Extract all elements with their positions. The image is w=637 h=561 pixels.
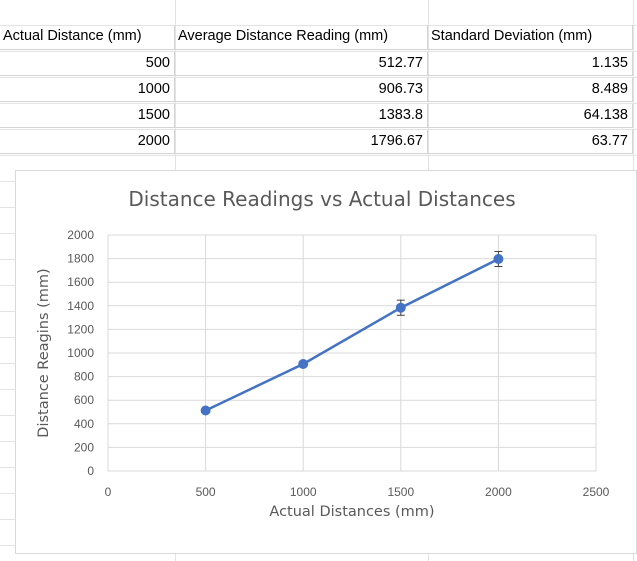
cell-std-500[interactable]: 1.135 (428, 52, 633, 76)
x-tick-label: 1000 (290, 485, 317, 499)
x-tick-label: 1500 (387, 485, 414, 499)
header-average-reading[interactable]: Average Distance Reading (mm) (175, 25, 428, 50)
cell-avg-1500[interactable]: 1383.8 (175, 104, 428, 128)
x-tick-label: 0 (105, 485, 112, 499)
y-tick-label: 600 (74, 393, 94, 407)
chart-area[interactable]: Distance Readings vs Actual Distances 0 2… (15, 170, 637, 554)
y-tick-label: 1000 (67, 346, 94, 360)
x-tick-label: 500 (196, 485, 216, 499)
cell-avg-2000[interactable]: 1796.67 (175, 130, 428, 154)
y-tick-label: 1800 (67, 252, 94, 266)
data-point[interactable] (298, 359, 309, 370)
cell-std-1500[interactable]: 64.138 (428, 104, 633, 128)
y-tick-label: 400 (74, 417, 94, 431)
y-tick-label: 2000 (67, 228, 94, 242)
y-axis-label: Distance Reagins (mm) (36, 268, 52, 438)
plot-area: 0 200 400 600 800 1000 1200 1400 1600 1800 2000 0 50… (67, 228, 610, 499)
x-axis-label: Actual Distances (mm) (269, 504, 435, 520)
cell-avg-500[interactable]: 512.77 (175, 52, 428, 76)
y-tick-label: 200 (74, 440, 94, 454)
y-tick-label: 1400 (67, 299, 94, 313)
chart-title: Distance Readings vs Actual Distances (128, 187, 516, 211)
cell-actual-500[interactable]: 500 (0, 52, 175, 76)
data-point[interactable] (395, 302, 406, 313)
y-tick-label: 0 (87, 464, 94, 478)
header-std-deviation[interactable]: Standard Deviation (mm) (428, 25, 633, 50)
cell-actual-1500[interactable]: 1500 (0, 104, 175, 128)
cell-std-2000[interactable]: 63.77 (428, 130, 633, 154)
cell-actual-2000[interactable]: 2000 (0, 130, 175, 154)
cell-actual-1000[interactable]: 1000 (0, 78, 175, 102)
y-tick-label: 1200 (67, 322, 94, 336)
cell-avg-1000[interactable]: 906.73 (175, 78, 428, 102)
data-point[interactable] (493, 253, 504, 264)
cell-std-1000[interactable]: 8.489 (428, 78, 633, 102)
x-tick-label: 2000 (485, 485, 512, 499)
y-tick-label: 800 (74, 370, 94, 384)
series-line[interactable] (205, 257, 499, 412)
header-actual-distance[interactable]: Actual Distance (mm) (0, 25, 175, 50)
x-tick-label: 2500 (583, 485, 610, 499)
data-point[interactable] (200, 405, 211, 416)
y-tick-label: 1600 (67, 275, 94, 289)
